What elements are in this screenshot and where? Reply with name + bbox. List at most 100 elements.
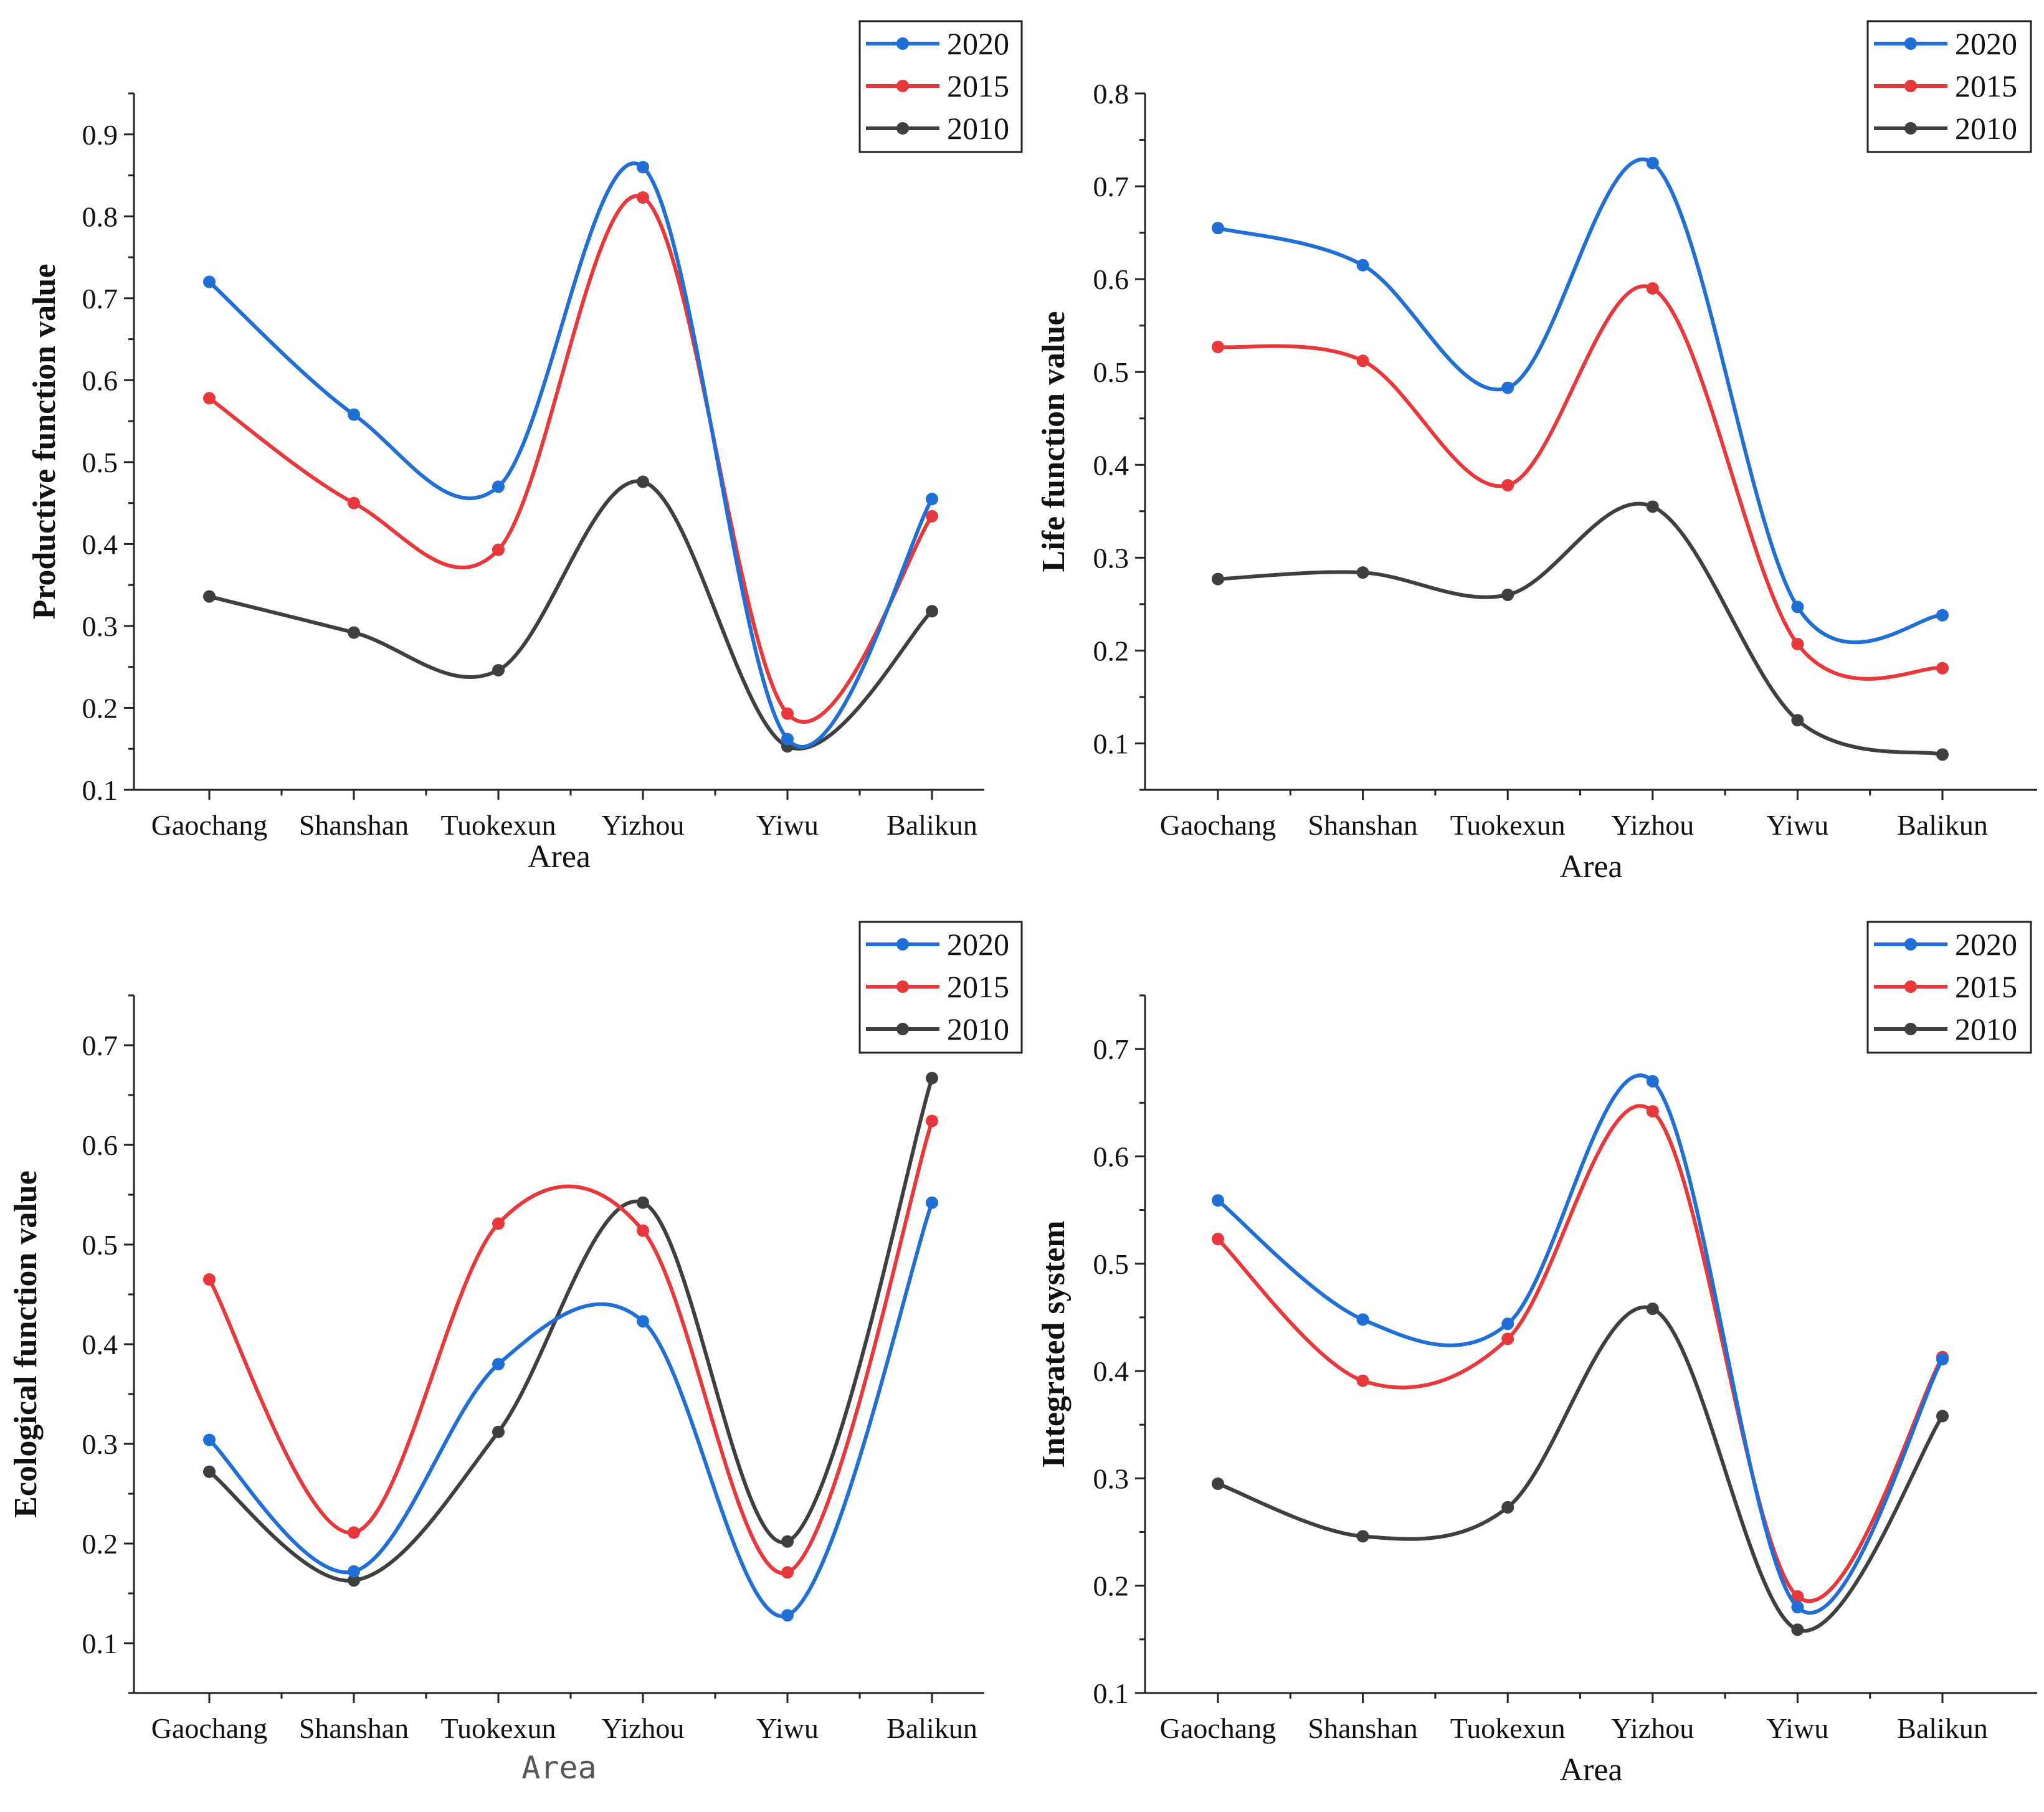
data-point-2020-yizhou — [637, 161, 649, 174]
legend-marker-2015 — [896, 980, 909, 993]
y-tick-label: 0.7 — [1093, 171, 1129, 202]
data-point-2010-gaochang — [203, 1465, 216, 1478]
data-point-2010-shanshan — [1356, 1530, 1369, 1543]
data-point-2015-balikun — [926, 510, 938, 523]
data-point-2015-shanshan — [348, 1526, 360, 1539]
series-line-2010 — [1217, 501, 1943, 757]
x-tick-label-yiwu: Yiwu — [756, 809, 819, 841]
data-point-2010-gaochang — [203, 590, 216, 603]
series-line-2010 — [209, 479, 934, 751]
data-point-2010-balikun — [926, 1071, 938, 1084]
y-tick-label: 0.2 — [82, 1528, 118, 1560]
legend-marker-2020 — [896, 37, 909, 50]
y-tick-label: 0.6 — [82, 364, 118, 396]
x-tick-label-balikun: Balikun — [887, 1712, 977, 1744]
x-axis-title: Area — [528, 839, 591, 875]
data-point-2015-gaochang — [1212, 340, 1224, 353]
x-axis-title: Area — [1559, 849, 1622, 885]
x-tick-label-yiwu: Yiwu — [1767, 1712, 1829, 1744]
x-axis-title: Area — [1559, 1752, 1622, 1788]
y-tick-label: 0.3 — [82, 1428, 118, 1460]
y-tick-label: 0.3 — [1093, 542, 1129, 574]
x-tick-label-gaochang: Gaochang — [151, 809, 267, 841]
data-point-2015-shanshan — [1356, 1374, 1369, 1387]
y-axis-title: Life function value — [1036, 311, 1072, 572]
series-line-2020 — [207, 161, 934, 749]
x-tick-label-yizhou: Yizhou — [1611, 1712, 1694, 1744]
data-point-2015-gaochang — [1212, 1233, 1224, 1246]
y-tick-label: 0.8 — [1093, 78, 1129, 110]
y-tick-label: 0.4 — [82, 528, 118, 560]
legend-label-2015: 2015 — [1955, 969, 2017, 1004]
x-tick-label-tuokexun: Tuokexun — [441, 1712, 556, 1744]
x-tick-label-balikun: Balikun — [1897, 809, 1988, 841]
data-point-2010-shanshan — [348, 626, 360, 639]
data-point-2015-yizhou — [637, 191, 649, 204]
chart-panel-productive: 0.1 0.2 0.3 0.4 0.5 0.6 0.7 0.8 0.9 Gaochang Shans… — [27, 20, 1023, 875]
legend-label-2010: 2010 — [947, 111, 1009, 146]
data-point-2010-yiwu — [1791, 714, 1804, 727]
y-tick-label: 0.6 — [82, 1129, 118, 1161]
data-point-2010-yiwu — [781, 1535, 794, 1548]
data-point-2010-yizhou — [637, 1196, 649, 1209]
data-point-2020-tuokexun — [1501, 1317, 1514, 1331]
data-point-2020-tuokexun — [492, 480, 505, 493]
x-axis-title: Area — [521, 1750, 596, 1786]
data-point-2020-tuokexun — [1501, 381, 1514, 394]
y-tick-label: 0.1 — [1093, 1677, 1129, 1709]
data-point-2010-shanshan — [1356, 566, 1369, 579]
legend-marker-2020 — [1904, 938, 1917, 951]
y-tick-label: 0.3 — [82, 610, 118, 642]
data-point-2015-gaochang — [203, 392, 216, 405]
y-tick-label: 0.1 — [1093, 728, 1129, 759]
data-point-2010-yizhou — [1646, 1302, 1659, 1316]
data-point-2020-shanshan — [1356, 259, 1369, 272]
legend: 2020 2015 2010 — [858, 20, 1023, 153]
data-point-2020-yiwu — [1791, 600, 1804, 614]
y-tick-label: 0.7 — [82, 1030, 118, 1061]
y-tick-label: 0.2 — [1093, 635, 1129, 666]
legend: 2020 2015 2010 — [858, 921, 1023, 1054]
x-tick-label-yizhou: Yizhou — [1611, 809, 1694, 841]
y-tick-label: 0.4 — [1093, 1355, 1129, 1387]
data-point-2020-yiwu — [1791, 1601, 1804, 1614]
data-point-2015-yizhou — [637, 1224, 649, 1237]
x-tick-label-tuokexun: Tuokexun — [1450, 809, 1566, 841]
data-point-2020-balikun — [1936, 1353, 1949, 1366]
data-point-2010-gaochang — [1212, 1478, 1224, 1490]
data-point-2020-yiwu — [781, 733, 794, 746]
legend-label-2010: 2010 — [1955, 1012, 2017, 1046]
data-point-2020-tuokexun — [492, 1358, 505, 1370]
x-tick-label-shanshan: Shanshan — [1308, 809, 1417, 841]
legend-label-2010: 2010 — [1955, 111, 2017, 146]
data-point-2010-yiwu — [1791, 1623, 1804, 1636]
y-tick-label: 0.9 — [82, 119, 118, 151]
legend-marker-2010 — [896, 1023, 909, 1035]
data-point-2020-yizhou — [1646, 1074, 1659, 1088]
x-tick-label-yizhou: Yizhou — [602, 1712, 685, 1744]
legend-marker-2010 — [1904, 1023, 1917, 1035]
y-tick-label: 0.3 — [1093, 1463, 1129, 1494]
y-tick-label: 0.4 — [1093, 449, 1129, 481]
y-axis-title: Productive function value — [27, 263, 62, 619]
legend-label-2020: 2020 — [947, 927, 1009, 962]
data-point-2015-yiwu — [1791, 637, 1804, 650]
data-point-2015-balikun — [1936, 662, 1949, 675]
y-tick-label: 0.5 — [82, 1229, 118, 1261]
y-tick-label: 0.2 — [82, 692, 118, 724]
data-point-2020-balikun — [1936, 609, 1949, 622]
chart-panel-integrated: 0.1 0.2 0.3 0.4 0.5 0.6 0.7 Gaochang Shanshan Tuo… — [1036, 921, 2037, 1788]
legend-marker-2015 — [896, 80, 909, 92]
x-tick-label-balikun: Balikun — [887, 809, 977, 841]
legend-marker-2015 — [1904, 980, 1917, 993]
y-tick-label: 0.2 — [1093, 1570, 1129, 1602]
data-point-2020-gaochang — [203, 275, 216, 288]
data-point-2015-tuokexun — [492, 543, 505, 556]
series-line-2015 — [207, 1120, 934, 1575]
data-point-2020-balikun — [926, 493, 938, 506]
data-point-2015-yiwu — [781, 707, 794, 720]
legend-label-2015: 2015 — [947, 969, 1009, 1004]
y-tick-label: 0.6 — [1093, 263, 1129, 295]
data-point-2015-tuokexun — [1501, 479, 1514, 492]
